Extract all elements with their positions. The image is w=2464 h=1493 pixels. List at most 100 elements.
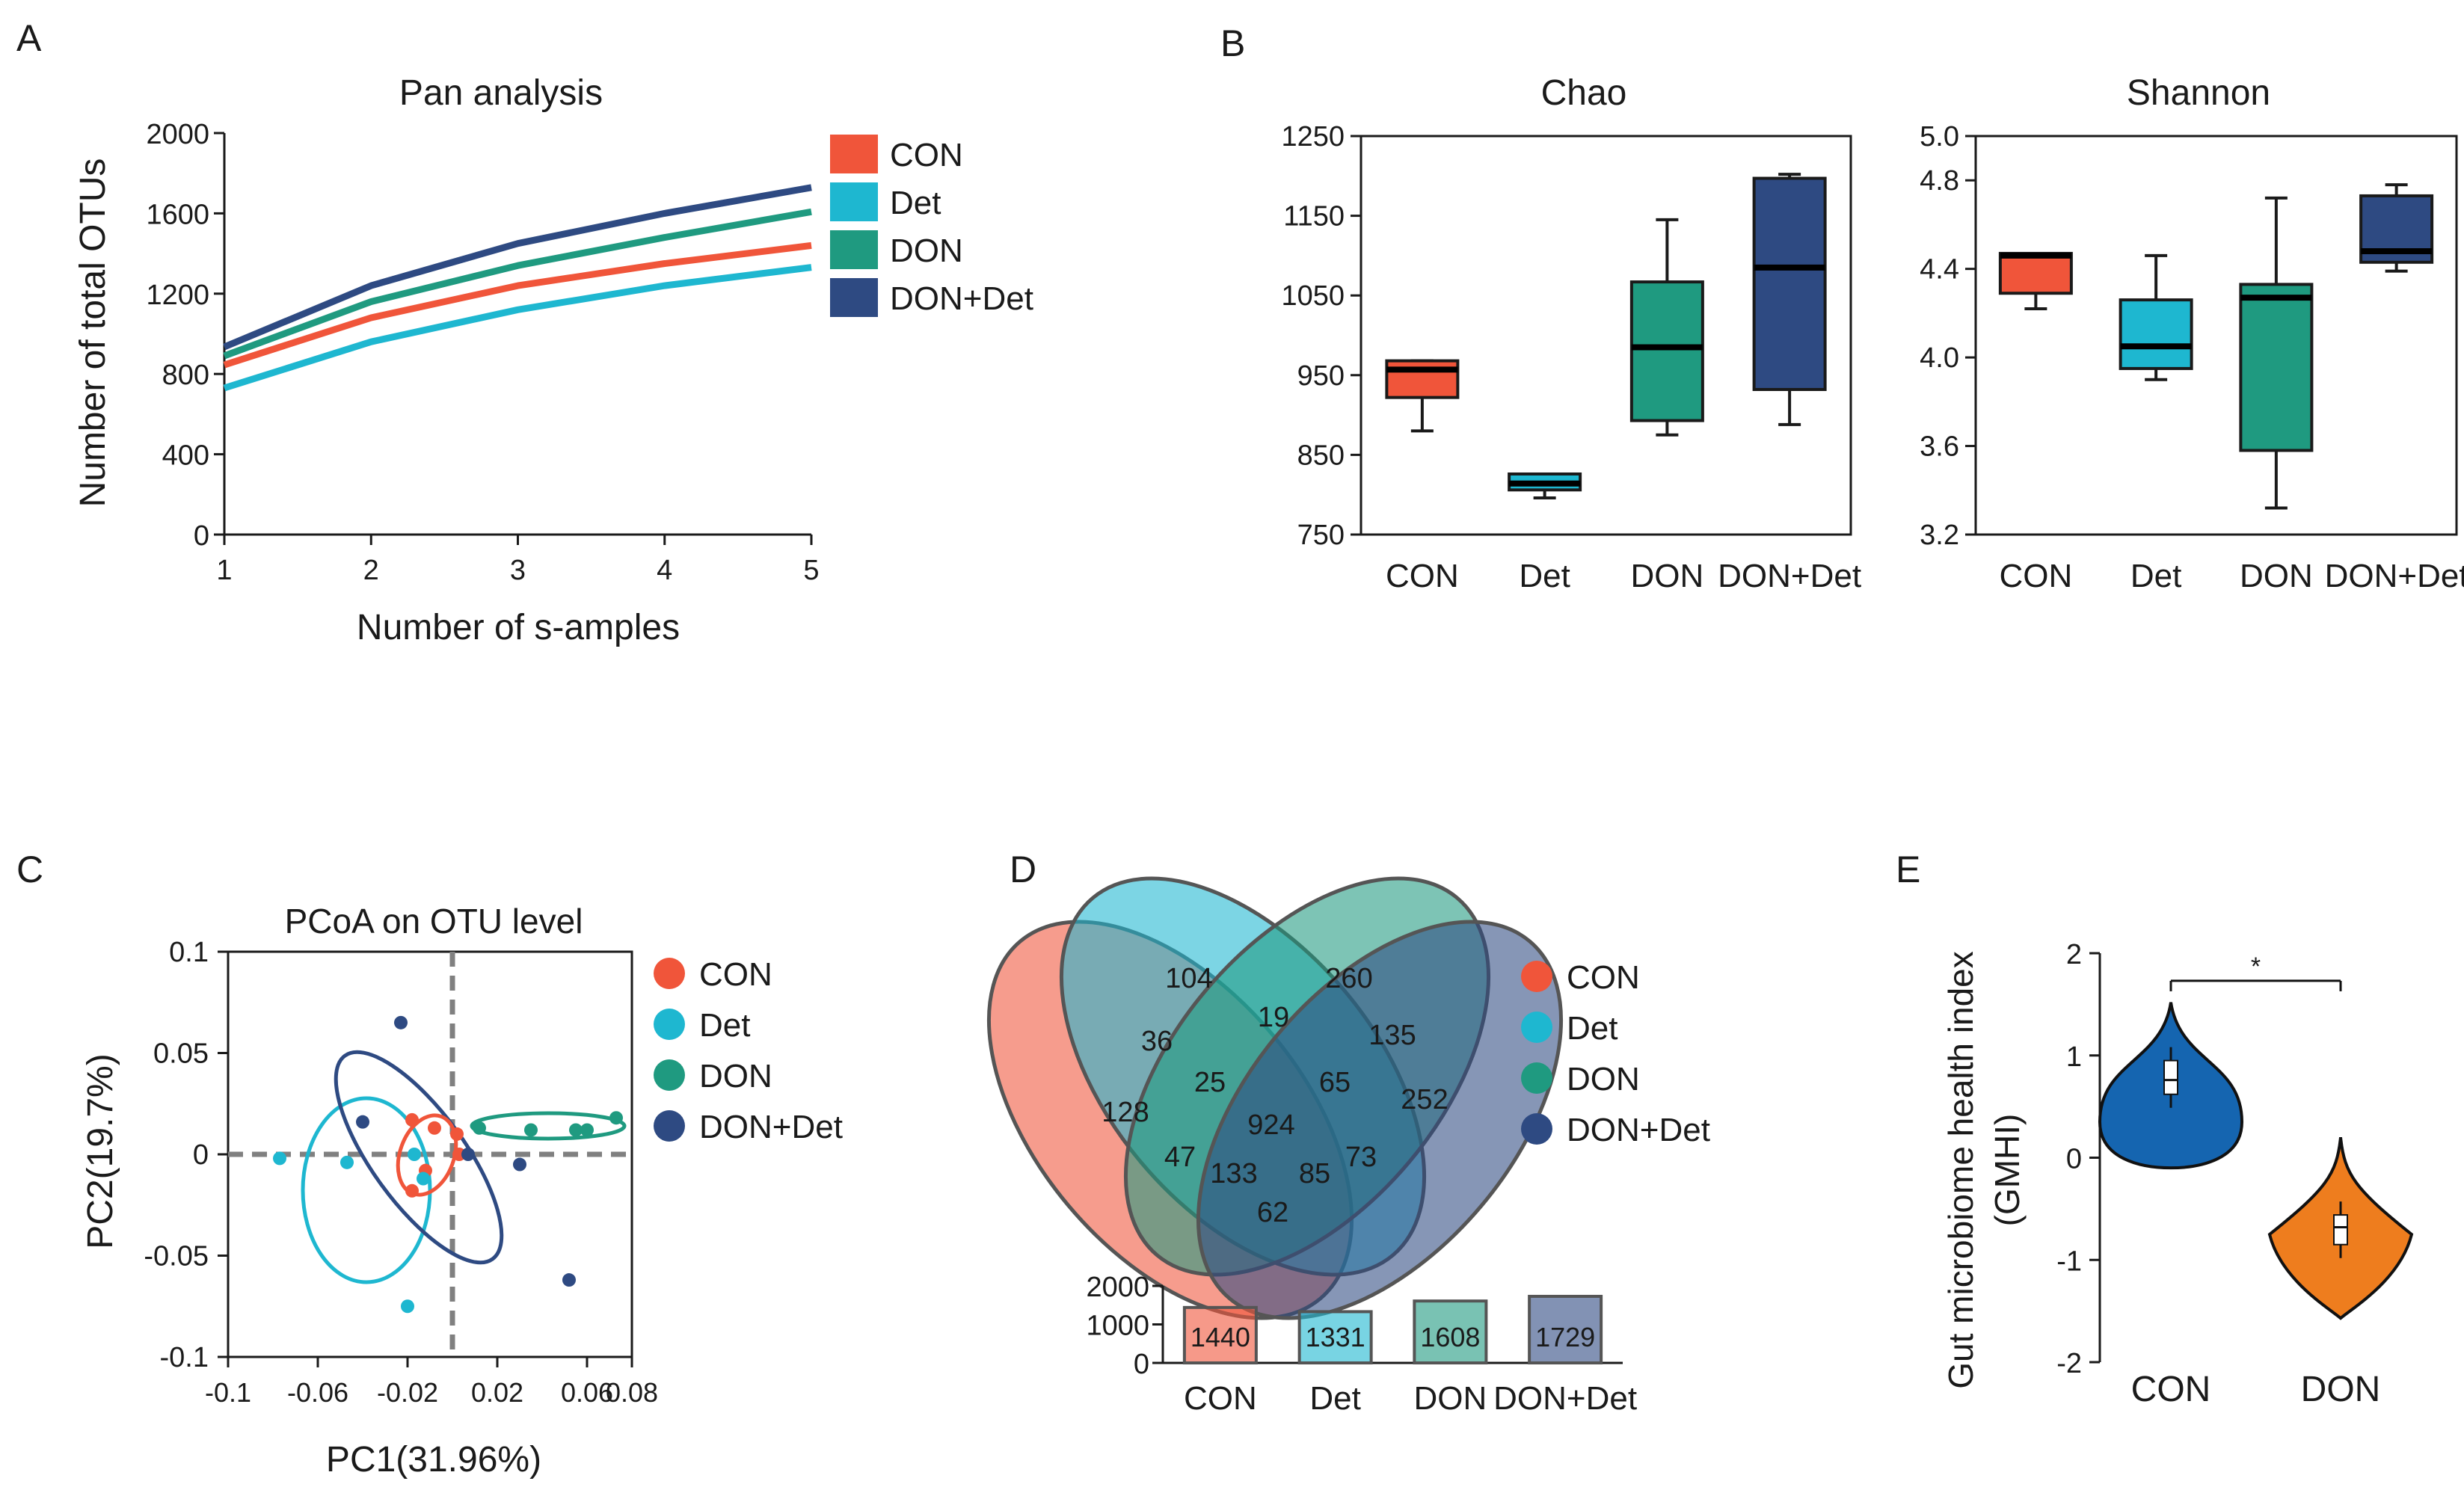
panel-d-legend-label-con: CON — [1567, 959, 1640, 996]
panel-a-ylabel: Number of total OTUs — [73, 158, 113, 508]
panel-b-chao-y-tick-label: 750 — [1297, 520, 1345, 551]
panel-d-region-count: 133 — [1210, 1158, 1257, 1189]
panel-a-pan-analysis: Pan analysis Number of s-amples Number o… — [73, 73, 1033, 647]
panel-c-x-tick-label: -0.1 — [205, 1377, 251, 1408]
panel-d-region-count: 104 — [1165, 963, 1212, 994]
panel-d-bar-y-tick-label: 1000 — [1086, 1311, 1149, 1342]
panel-b-chao-y-tick-label: 950 — [1297, 360, 1345, 392]
panel-c-legend-label-don-plus-det: DON+Det — [699, 1109, 843, 1145]
panel-e-y-tick-label: -1 — [2056, 1246, 2082, 1277]
panel-a-legend-swatch-con — [830, 135, 878, 173]
panel-c-point-det — [273, 1151, 286, 1166]
panel-a-legend-swatch-det — [830, 182, 878, 221]
panel-e-y-tick-label: 0 — [2066, 1144, 2082, 1175]
panel-a-legend-swatch-don — [830, 230, 878, 269]
panel-d-bar-y-tick-label: 0 — [1134, 1349, 1149, 1380]
panel-e-ylabel-line1: Gut microbiome health index — [1941, 951, 1980, 1389]
panel-d-bar-value-don: 1608 — [1420, 1322, 1480, 1352]
panel-e-y-tick-label: 2 — [2066, 939, 2082, 970]
panel-d-region-count: 25 — [1194, 1067, 1226, 1098]
panel-d-region-count: 128 — [1102, 1097, 1149, 1128]
panel-c-point-don-plus-det — [394, 1015, 408, 1029]
panel-d-region-count: 85 — [1299, 1158, 1330, 1189]
panel-b-shannon-frame — [1974, 135, 2458, 536]
panel-d-legend-label-don: DON — [1567, 1061, 1640, 1098]
panel-a-line-con — [223, 241, 812, 369]
panel-a-y-tick-label: 400 — [162, 440, 209, 472]
panel-a-y-tick-label: 1600 — [146, 199, 209, 230]
panel-b-shannon-box-det — [2119, 298, 2193, 370]
panel-c-legend-label-don: DON — [699, 1058, 772, 1095]
panel-e-y-tick-label: 1 — [2066, 1041, 2082, 1073]
panel-c-legend-dot-con — [654, 958, 685, 989]
panel-label-b: B — [1220, 22, 1245, 64]
panel-b-chao-y-tick-label: 1050 — [1281, 280, 1345, 312]
panel-label-e: E — [1896, 849, 1920, 890]
panel-c-point-con — [405, 1112, 419, 1127]
panel-d-region-count: 73 — [1345, 1142, 1377, 1173]
panel-c-x-tick-label: 0.08 — [606, 1377, 658, 1408]
panel-c-y-tick-label: 0.05 — [153, 1038, 209, 1070]
panel-d-region-count: 19 — [1258, 1002, 1289, 1033]
panel-b-shannon-y-tick-label: 4.4 — [1920, 254, 1959, 286]
panel-c-ylabel: PC2(19.7%) — [81, 1053, 120, 1249]
panel-a-y-tick-label: 0 — [194, 520, 209, 552]
panel-c-legend-label-con: CON — [699, 956, 772, 993]
panel-a-x-tick-label: 1 — [216, 555, 232, 586]
panel-e-x-label-don: DON — [2301, 1370, 2381, 1409]
panel-b-chao-y-tick-label: 1250 — [1281, 121, 1345, 153]
panel-c-point-det — [340, 1155, 354, 1169]
panel-b-chao-y-tick-label: 1150 — [1283, 201, 1345, 233]
panel-d-bar-y-tick-label: 2000 — [1086, 1272, 1149, 1303]
panel-c-point-det — [408, 1148, 421, 1161]
panel-d-bar-value-don-plus-det: 1729 — [1535, 1322, 1595, 1352]
panel-d-bar-don — [1413, 1299, 1488, 1364]
panel-b-chao-y-tick-label: 850 — [1297, 440, 1345, 471]
panel-a-xlabel: Number of s-amples — [357, 608, 680, 647]
panel-c-legend-dot-don-plus-det — [654, 1110, 685, 1142]
panel-a-y-tick-label: 800 — [162, 360, 209, 391]
panel-b-shannon-box-con — [1998, 251, 2073, 295]
panel-b-shannon-y-tick-label: 3.2 — [1920, 520, 1959, 551]
panel-d-region-count: 135 — [1368, 1020, 1416, 1051]
panel-c-legend-dot-det — [654, 1009, 685, 1040]
panel-e-significance-marker: * — [2251, 952, 2261, 981]
panel-label-c: C — [16, 849, 43, 890]
panel-c-point-don-plus-det — [461, 1148, 475, 1161]
panel-b-chao-x-label-don-plus-det: DON+Det — [1718, 558, 1861, 594]
panel-c-y-tick-label: -0.1 — [160, 1342, 209, 1373]
panel-a-line-det — [223, 264, 812, 392]
panel-c-point-con — [450, 1127, 464, 1141]
panel-c-point-don — [569, 1123, 583, 1137]
panel-a-legend-label-don: DON — [890, 233, 963, 269]
panel-d-venn: 104 260 36 19 135 128 25 65 252 924 47 133 85 73 62 0 10… — [986, 876, 1710, 1417]
panel-c-ellipse-don — [470, 1111, 627, 1141]
panel-d-bar-value-con: 1440 — [1190, 1322, 1250, 1352]
panel-d-venn-set-don-plus-det — [1196, 920, 1564, 1320]
panel-a-x-tick-label: 5 — [803, 555, 819, 586]
panel-e-x-label-con: CON — [2131, 1370, 2211, 1409]
panel-c-legend-dot-don — [654, 1059, 685, 1091]
panel-a-legend-label-con: CON — [890, 137, 963, 173]
panel-d-bar-det — [1297, 1310, 1373, 1364]
panel-c-point-con — [428, 1121, 441, 1135]
panel-a-x-tick-label: 4 — [657, 555, 672, 586]
panel-d-region-count: 260 — [1325, 963, 1372, 994]
panel-c-point-don — [473, 1121, 486, 1135]
panel-b-chao-box-don — [1629, 280, 1704, 422]
panel-d-legend-label-don-plus-det: DON+Det — [1567, 1112, 1710, 1148]
panel-b-shannon-title: Shannon — [2127, 73, 2270, 113]
panel-e-y-tick-label: -2 — [2056, 1348, 2082, 1379]
panel-e-gmhi-violin: Gut microbiome health index (GMHI) -2 -1 0… — [1941, 939, 2414, 1409]
panel-e-box-don — [2333, 1214, 2348, 1246]
panel-a-title: Pan analysis — [399, 73, 603, 113]
panel-d-legend-dot-don — [1521, 1062, 1552, 1094]
panel-c-title: PCoA on OTU level — [285, 902, 583, 941]
panel-d-region-count: 924 — [1247, 1109, 1294, 1141]
panel-d-bar-don-plus-det — [1528, 1294, 1603, 1365]
panel-c-pcoa: PCoA on OTU level PC1(31.96%) PC2(19.7%)… — [81, 902, 843, 1480]
panel-e-box-con — [2163, 1059, 2178, 1095]
panel-b-chao-x-label-don: DON — [1630, 558, 1703, 594]
panel-c-point-don-plus-det — [356, 1115, 369, 1129]
panel-b-shannon-y-tick-label: 4.0 — [1920, 342, 1959, 374]
